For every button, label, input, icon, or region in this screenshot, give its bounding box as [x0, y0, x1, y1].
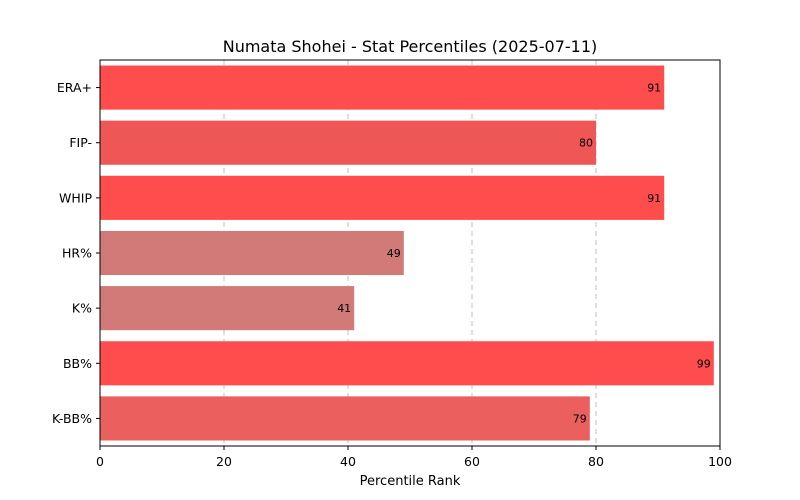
y-tick-label-ERA+: ERA+	[57, 80, 92, 95]
bar-K-BB%	[100, 396, 590, 441]
bar-FIP-	[100, 120, 596, 165]
y-tick-label-BB%: BB%	[63, 356, 92, 371]
bar-ERA+	[100, 65, 665, 110]
bar-BB%	[100, 341, 714, 386]
x-axis-label: Percentile Rank	[360, 474, 461, 489]
x-tick-label-100: 100	[708, 454, 732, 469]
data-label-FIP-: 80	[579, 137, 593, 150]
bar-K%	[100, 286, 355, 331]
bar-HR%	[100, 230, 404, 276]
y-tick-label-WHIP: WHIP	[59, 190, 92, 205]
x-tick-label-60: 60	[464, 454, 480, 469]
x-tick-label-80: 80	[588, 454, 604, 469]
chart-title: Numata Shohei - Stat Percentiles (2025-0…	[223, 37, 598, 56]
data-label-WHIP: 91	[647, 192, 661, 205]
data-label-ERA+: 91	[647, 82, 661, 95]
data-labels: 91 80 91 49 41 99 79	[337, 82, 711, 426]
data-label-K%: 41	[337, 302, 351, 315]
data-label-HR%: 49	[387, 247, 401, 260]
x-tick-label-40: 40	[340, 454, 356, 469]
bars	[100, 65, 714, 441]
x-tick-label-0: 0	[96, 454, 104, 469]
bar-WHIP	[100, 175, 665, 220]
y-tick-label-HR%: HR%	[62, 246, 92, 261]
y-axis-ticks: ERA+ FIP- WHIP HR% K% BB% K-BB%	[52, 80, 100, 426]
y-tick-label-FIP-: FIP-	[69, 135, 92, 150]
data-label-K-BB%: 79	[573, 412, 587, 425]
x-tick-label-20: 20	[216, 454, 232, 469]
y-tick-label-K-BB%: K-BB%	[52, 411, 92, 426]
x-axis-ticks: 0 20 40 60 80 100	[96, 446, 732, 469]
data-label-BB%: 99	[697, 357, 711, 370]
y-tick-label-K%: K%	[72, 301, 92, 316]
